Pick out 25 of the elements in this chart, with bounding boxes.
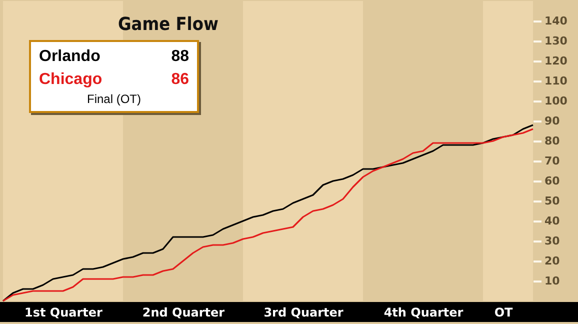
annotation: Final (OT) [86,91,142,107]
x-tick-label: OT [494,306,514,320]
x-tick-label: 3rd Quarter [264,306,344,320]
y-tick-label: 120 [544,54,568,68]
annotation: 88 [171,47,189,67]
text: Chicago [39,70,102,90]
y-tick-label: 90 [544,114,560,128]
y-tick-label: 50 [544,194,560,208]
x-tick-label: 1st Quarter [24,306,103,320]
y-tick-label: 70 [544,154,560,168]
y-tick-label: 80 [544,134,560,148]
y-tick-label: 60 [544,174,560,188]
y-tick-label: 40 [544,214,560,228]
y-tick-label: 100 [544,94,568,108]
y-tick-label: 140 [544,14,568,28]
x-tick-label: 4th Quarter [384,306,464,320]
y-tick-label: 20 [544,254,560,268]
x-tick-label: 2nd Quarter [142,306,225,320]
y-tick-label: 10 [544,274,560,288]
annotation: 86 [171,70,189,90]
y-tick-label: 130 [544,34,568,48]
text: Orlando [39,47,100,67]
y-tick-label: 110 [544,74,568,88]
text: Game Flow [118,14,218,35]
y-tick-label: 30 [544,234,560,248]
